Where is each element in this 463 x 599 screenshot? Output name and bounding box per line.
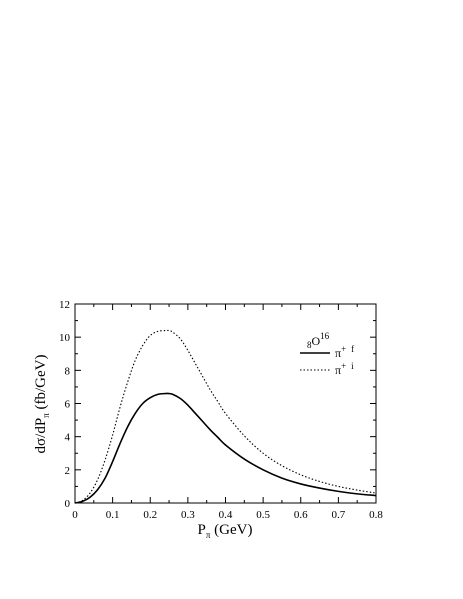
legend-header-main: O [312,334,321,348]
y-tick-label: 4 [65,432,71,444]
series-layer [74,329,377,504]
legend-label-2: π+ i [335,361,354,377]
x-axis-title-sub: π [206,530,211,540]
x-axis-title-unit: (GeV) [210,522,252,538]
x-tick-label: 0.2 [143,509,157,521]
legend-label-sup: + [341,344,346,354]
axes [74,303,377,504]
legend-header-presub: 8 [307,340,312,350]
y-tick-label: 6 [65,399,71,411]
legend: 8O16 π+ fπ+ i [300,331,354,377]
legend-label-sup: + [341,361,346,371]
x-tick-label: 0.4 [219,509,233,521]
y-axis-title-unit: (fb/GeV) [33,355,49,414]
legend-header: 8O16 [307,331,330,350]
y-axis-title: dσ/dPπ (fb/GeV) [33,355,51,454]
ticks: 0 0.1 0.2 0.3 0.4 0.5 0.6 0.7 0.8 0 2 4 6 8 10 12 [59,299,383,521]
x-axis-title-main: P [198,522,206,538]
x-tick-label: 0 [72,509,78,521]
plot-frame [74,303,377,504]
x-tick-label: 0.1 [106,509,120,521]
legend-label-main: π [335,363,341,377]
y-axis-title-main: dσ/dP [33,418,49,454]
series-line-2 [74,329,377,504]
y-tick-label: 12 [59,299,70,311]
y-tick-label: 10 [59,332,71,344]
y-tick-label: 0 [65,498,71,510]
legend-label-1: π+ f [335,344,354,360]
x-tick-label: 0.3 [181,509,195,521]
legend-header-sup: 16 [320,331,330,341]
x-tick-label: 0.6 [294,509,308,521]
y-tick-label: 8 [65,365,71,377]
x-tick-label: 0.8 [369,509,383,521]
series-line-1 [74,392,377,504]
legend-label-main: π [335,346,341,360]
x-axis-title: Pπ (GeV) [198,522,253,540]
legend-label-sub: i [351,361,354,371]
y-tick-label: 2 [65,465,71,477]
y-axis-title-sub: π [41,413,51,418]
x-tick-label: 0.5 [256,509,270,521]
legend-label-sub: f [351,344,354,354]
x-tick-label: 0.7 [332,509,346,521]
